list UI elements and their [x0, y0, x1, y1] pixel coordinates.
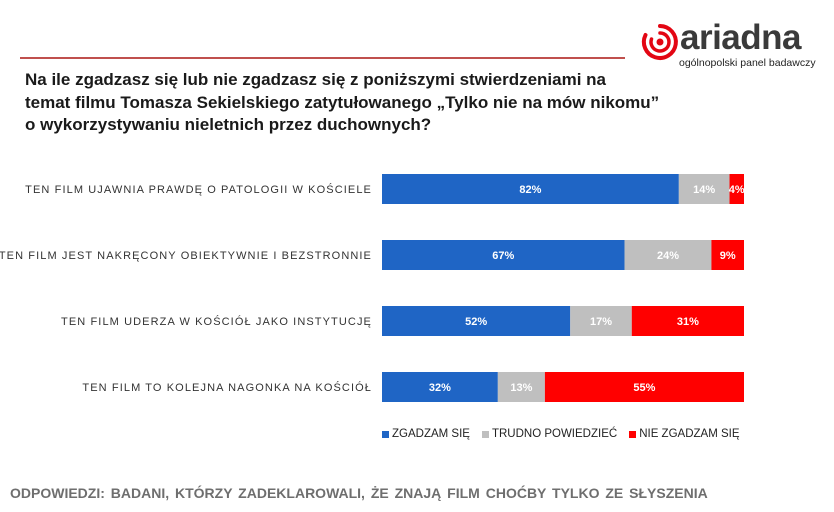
question-line: Na ile zgadzasz się lub nie zgadzasz się… — [25, 70, 607, 89]
data-label: 13% — [510, 382, 532, 394]
footnote: ODPOWIEDZI: BADANI, KTÓRZY ZADEKLAROWALI… — [10, 485, 708, 501]
legend-item: ZGADZAM SIĘ — [382, 428, 470, 440]
data-label: 67% — [492, 250, 514, 262]
bar-segment — [382, 372, 498, 402]
legend-swatch — [629, 430, 637, 438]
bar-segment — [544, 372, 744, 402]
bar-segment — [624, 240, 712, 270]
bar-segment — [711, 240, 744, 270]
legend-item: NIE ZGADZAM SIĘ — [629, 428, 740, 440]
logo-wordmark: ariadna — [680, 18, 802, 57]
data-label: 31% — [677, 316, 699, 328]
category-label: TEN FILM TO KOLEJNA NAGONKA NA KOŚCIÓŁ — [82, 381, 372, 394]
data-label: 32% — [429, 382, 451, 394]
category-label: TEN FILM UJAWNIA PRAWDĘ O PATOLOGII W KO… — [25, 183, 372, 196]
legend-label: NIE ZGADZAM SIĘ — [639, 428, 740, 440]
category-label: TEN FILM JEST NAKRĘCONY OBIEKTYWNIE I BE… — [0, 250, 372, 262]
legend-swatch — [481, 430, 489, 438]
data-label: 4% — [729, 184, 745, 196]
chart-legend: ZGADZAM SIĘ TRUDNO POWIEDZIEĆ NIE ZGADZAM … — [382, 428, 740, 440]
legend-label: TRUDNO POWIEDZIEĆ — [491, 428, 618, 440]
data-label: 9% — [720, 250, 736, 262]
bar-segment — [631, 306, 744, 336]
header-rule — [20, 57, 625, 59]
data-label: 52% — [465, 316, 487, 328]
ariadna-swirl-icon — [641, 24, 678, 60]
bar-segment — [382, 306, 571, 336]
category-label: TEN FILM UDERZA W KOŚCIÓŁ JAKO INSTYTUCJ… — [61, 315, 372, 328]
bar-segment — [497, 372, 545, 402]
ariadna-logo: ariadna ogólnopolski panel badawczy — [640, 18, 825, 72]
data-label: 14% — [693, 184, 715, 196]
stacked-bar-chart: TEN FILM UJAWNIA PRAWDĘ O PATOLOGII W KO… — [0, 174, 745, 402]
bar-segment — [678, 174, 730, 204]
legend-swatch — [382, 430, 389, 438]
bar-segment — [382, 240, 625, 270]
bar-segment — [570, 306, 632, 336]
question-line: temat filmu Tomasza Sekielskiego zatytuł… — [25, 92, 660, 112]
bar-segment — [729, 174, 744, 204]
bar-segment — [382, 174, 679, 204]
logo-tagline: ogólnopolski panel badawczy — [679, 57, 816, 69]
legend-label: ZGADZAM SIĘ — [392, 428, 470, 440]
data-label: 82% — [519, 184, 541, 196]
question-text: Na ile zgadzasz się lub nie zgadzasz się… — [25, 69, 785, 137]
legend-item: TRUDNO POWIEDZIEĆ — [481, 428, 618, 440]
question-line: o wykorzystywaniu nieletnich przez ducho… — [25, 115, 432, 134]
data-label: 24% — [657, 250, 679, 262]
data-label: 17% — [590, 316, 612, 328]
data-label: 55% — [633, 382, 655, 394]
